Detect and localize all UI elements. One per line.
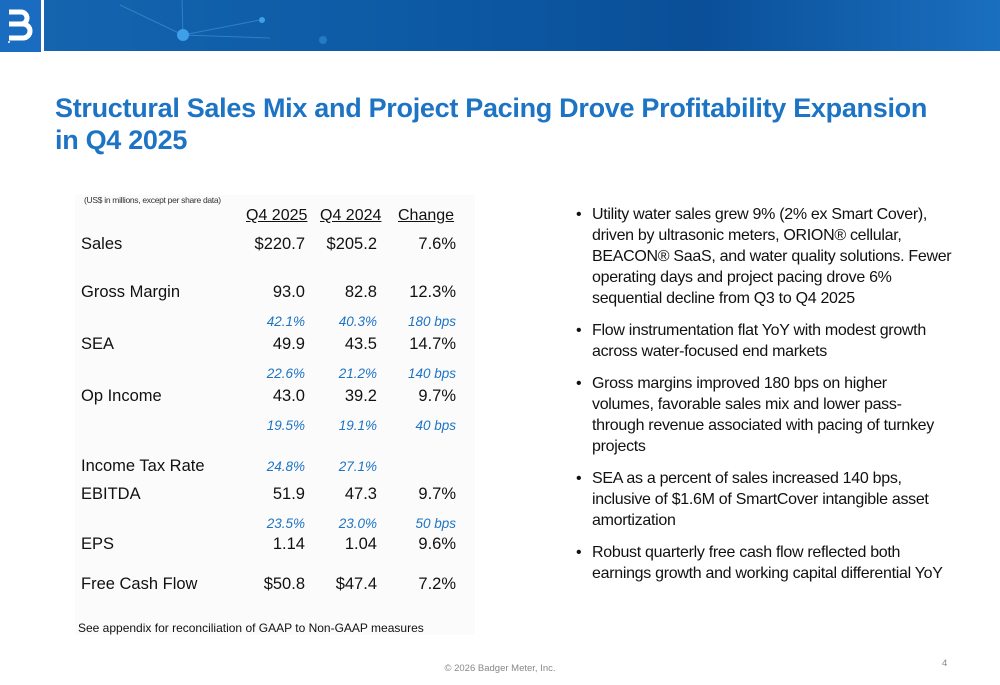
row-percent: 42.1%: [266, 314, 305, 329]
row-label: SEA: [81, 335, 115, 353]
row-value: 1.04: [344, 535, 377, 553]
row-value: 82.8: [344, 283, 377, 301]
row-value: 1.14: [272, 535, 305, 553]
bullet-item: Utility water sales grew 9% (2% ex Smart…: [572, 204, 952, 309]
page-number: 4: [942, 658, 948, 669]
row-value: 9.7%: [418, 387, 456, 405]
row-percent: 23.5%: [266, 516, 305, 531]
row-percent: 22.6%: [266, 366, 305, 381]
row-percent: 19.5%: [266, 418, 305, 433]
row-value: $220.7: [254, 235, 305, 253]
row-percent: 21.2%: [338, 366, 377, 381]
row-label: Income Tax Rate: [81, 457, 205, 475]
slide-title: Structural Sales Mix and Project Pacing …: [55, 93, 928, 155]
row-percent: 24.8%: [266, 459, 305, 474]
row-percent: 27.1%: [338, 459, 377, 474]
units-note: (US$ in millions, except per share data): [84, 195, 221, 205]
copyright-footer: © 2026 Badger Meter, Inc.: [444, 663, 556, 674]
network-graphic: [119, 0, 327, 44]
row-value: 14.7%: [409, 335, 456, 353]
header-q4-2024: Q4 2024: [320, 207, 382, 224]
row-value: 7.6%: [418, 235, 456, 253]
header-q4-2025: Q4 2025: [246, 207, 308, 224]
row-value: 12.3%: [409, 283, 456, 301]
row-percent: 140 bps: [407, 366, 456, 381]
bullet-list: Utility water sales grew 9% (2% ex Smart…: [572, 204, 952, 595]
row-value: 43.5: [344, 335, 377, 353]
row-value: $205.2: [326, 235, 377, 253]
header-change: Change: [398, 207, 455, 224]
row-value: 9.6%: [418, 535, 456, 553]
row-label: EPS: [81, 535, 115, 553]
row-value: 7.2%: [418, 575, 456, 593]
row-value: $47.4: [335, 575, 377, 593]
bullet-item: Flow instrumentation flat YoY with modes…: [572, 320, 952, 362]
header-banner: [0, 0, 1000, 52]
row-percent: 40.3%: [338, 314, 377, 329]
row-label: Free Cash Flow: [81, 575, 198, 593]
row-percent: 40 bps: [415, 418, 456, 433]
row-percent: 180 bps: [407, 314, 456, 329]
row-label: Gross Margin: [81, 283, 181, 301]
bullet-item: Robust quarterly free cash flow reflecte…: [572, 542, 952, 584]
reconciliation-note: See appendix for reconciliation of GAAP …: [78, 621, 424, 635]
row-value: $50.8: [263, 575, 305, 593]
row-value: 93.0: [272, 283, 305, 301]
row-label: EBITDA: [81, 485, 141, 503]
row-percent: 19.1%: [338, 418, 377, 433]
table-background: [75, 195, 475, 635]
row-value: 9.7%: [418, 485, 456, 503]
row-percent: 23.0%: [338, 516, 377, 531]
row-label: Sales: [81, 235, 123, 253]
bullet-item: Gross margins improved 180 bps on higher…: [572, 373, 952, 457]
row-value: 47.3: [344, 485, 377, 503]
badger-meter-logo: [0, 0, 44, 52]
row-value: 39.2: [344, 387, 377, 405]
row-label: Op Income: [81, 387, 162, 405]
row-percent: 50 bps: [415, 516, 456, 531]
row-value: 49.9: [272, 335, 305, 353]
row-value: 43.0: [272, 387, 305, 405]
bullet-item: SEA as a percent of sales increased 140 …: [572, 468, 952, 531]
row-value: 51.9: [272, 485, 305, 503]
